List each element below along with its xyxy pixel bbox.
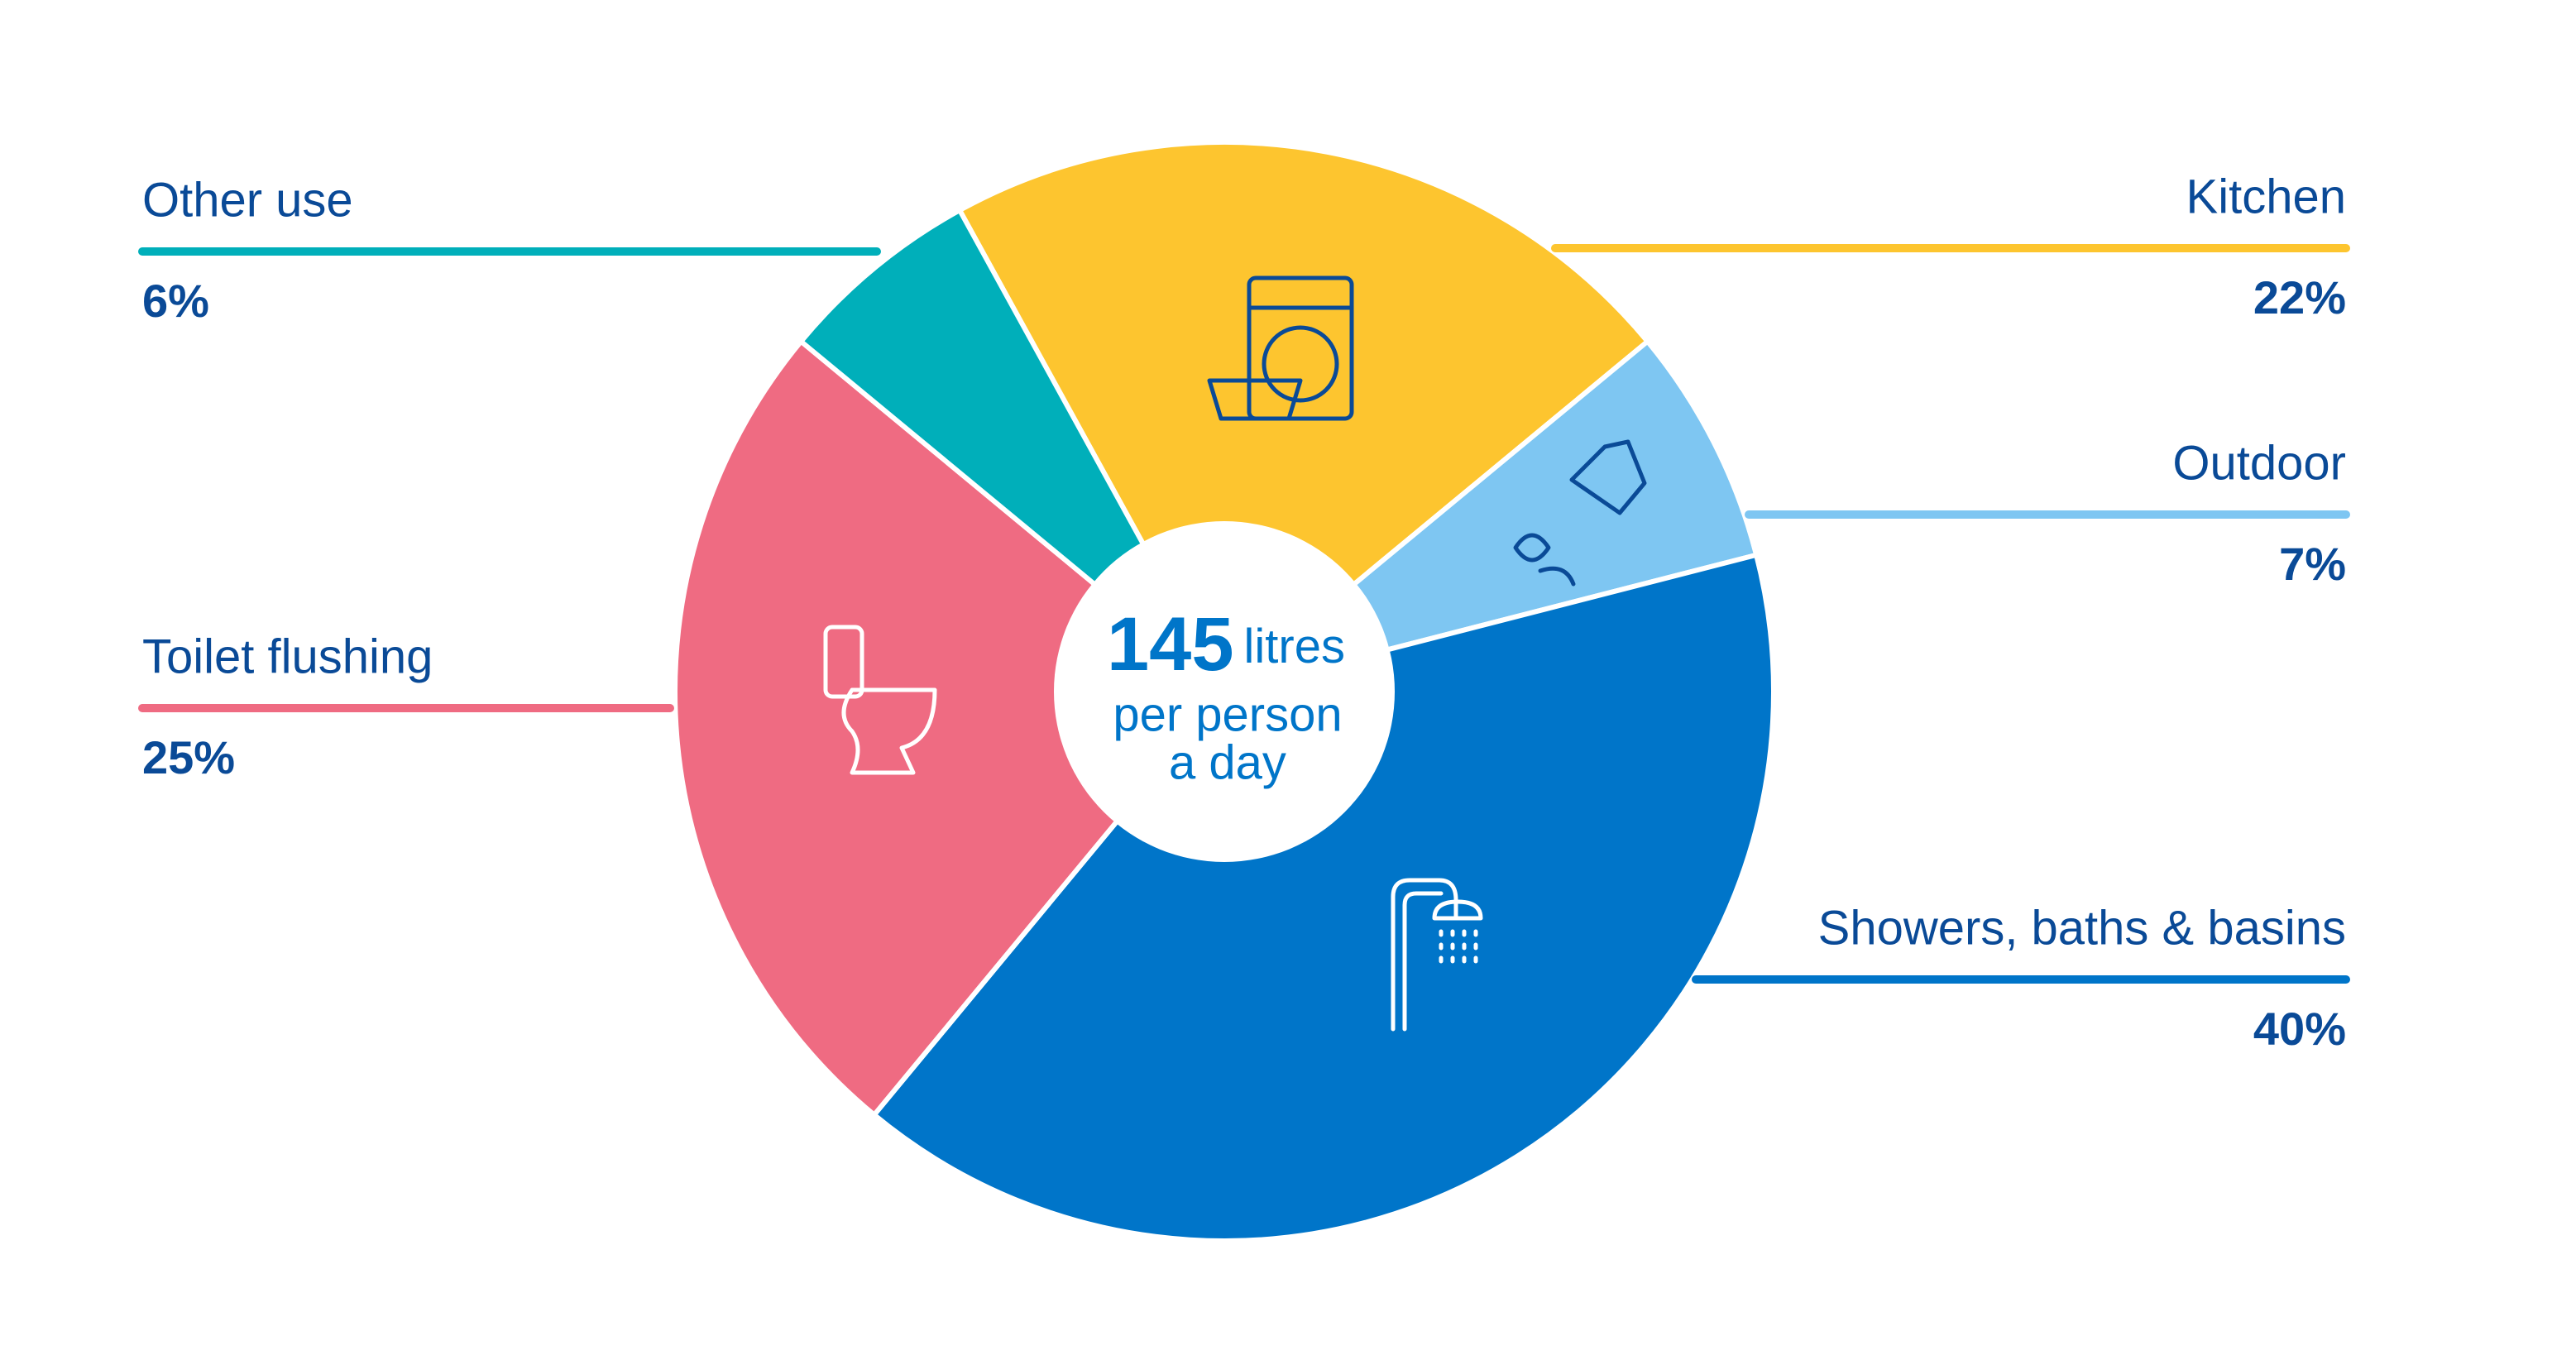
- category-label: Kitchen: [2186, 170, 2346, 223]
- center-unit: litres: [1244, 620, 1345, 673]
- center-total: 145 litres: [1107, 602, 1345, 687]
- category-label: Toilet flushing: [142, 630, 433, 683]
- center-caption: per person: [1113, 687, 1342, 741]
- donut-hole: [1054, 521, 1395, 862]
- value-label: 40%: [2253, 1003, 2346, 1055]
- icons: [823, 275, 1647, 1032]
- washing-icon: [1207, 275, 1354, 421]
- center-value: 145: [1107, 602, 1234, 687]
- category-label: Showers, baths & basins: [1818, 901, 2346, 955]
- value-label: 7%: [2279, 538, 2346, 590]
- value-label: 6%: [142, 275, 209, 327]
- watering-icon: [1513, 439, 1647, 587]
- slice: [673, 338, 1228, 1118]
- value-label: 22%: [2253, 271, 2346, 323]
- value-label: 25%: [142, 731, 235, 783]
- category-label: Other use: [142, 173, 353, 227]
- slice: [870, 552, 1776, 1243]
- category-label: Outdoor: [2172, 436, 2346, 490]
- labels: Kitchen 22% Outdoor 7% Showers, baths & basi…: [138, 170, 2350, 1055]
- toilet-icon: [823, 625, 937, 775]
- center-caption: a day: [1169, 735, 1286, 789]
- slices: [673, 140, 1776, 1243]
- shower-icon: [1391, 878, 1483, 1032]
